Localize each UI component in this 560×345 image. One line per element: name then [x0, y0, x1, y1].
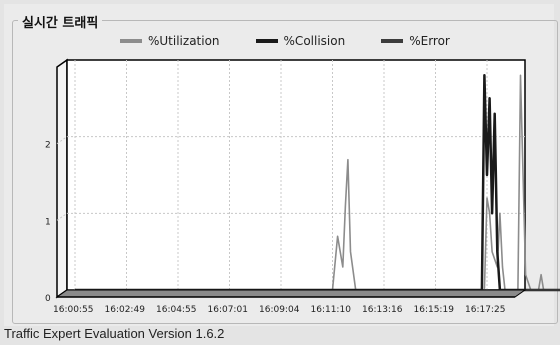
- x-tick-label: 16:02:49: [105, 305, 146, 315]
- series-line-utilization: [75, 74, 560, 291]
- y-tick-label: 2: [45, 141, 51, 151]
- series-line-collision: [75, 74, 560, 292]
- x-tick-label: 16:04:55: [156, 305, 196, 315]
- x-tick-label: 16:13:16: [362, 305, 403, 315]
- x-tick-label: 16:09:04: [259, 305, 300, 315]
- legend-swatch-error: [381, 39, 404, 43]
- x-tick-label: 16:17:25: [465, 305, 505, 315]
- version-footer: Traffic Expert Evaluation Version 1.6.2: [4, 326, 225, 341]
- chart-legend: %Utilization %Collision %Error: [120, 33, 486, 49]
- legend-swatch-utilization: [120, 39, 142, 43]
- legend-item-error: %Error: [381, 34, 450, 48]
- x-tick-label: 16:15:19: [414, 305, 455, 315]
- legend-swatch-collision: [255, 39, 278, 43]
- legend-item-utilization: %Utilization: [120, 34, 220, 48]
- x-tick-label: 16:00:55: [53, 305, 93, 315]
- y-tick-label: 1: [45, 217, 51, 227]
- traffic-groupbox: [12, 20, 558, 324]
- legend-label-collision: %Collision: [283, 34, 346, 48]
- x-tick-label: 16:11:10: [311, 305, 352, 315]
- y-tick-label: 0: [45, 294, 51, 304]
- legend-item-collision: %Collision: [255, 34, 346, 48]
- legend-label-utilization: %Utilization: [148, 34, 220, 48]
- chart-back-wall: [66, 59, 526, 291]
- chart-left-wall: [56, 58, 68, 299]
- chart-floor: [55, 289, 527, 298]
- x-tick-label: 16:07:01: [208, 305, 248, 315]
- group-title: 실시간 트래픽: [18, 12, 103, 31]
- legend-label-error: %Error: [409, 34, 450, 48]
